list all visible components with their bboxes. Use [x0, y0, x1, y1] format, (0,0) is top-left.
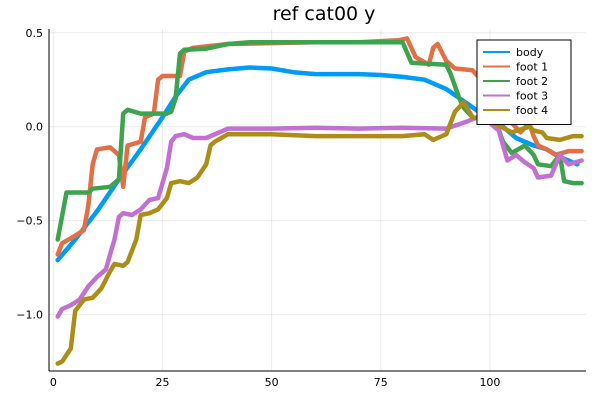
chart-title: ref cat00 y	[273, 3, 376, 25]
series-line-foot-4	[55, 100, 584, 366]
legend-label-foot-2: foot 2	[516, 75, 548, 88]
x-tick-label: 0	[50, 376, 57, 389]
x-tick-label: 75	[374, 376, 388, 389]
legend-label-foot-3: foot 3	[516, 90, 548, 103]
legend-label-body: body	[516, 46, 544, 59]
y-tick-label: 0.0	[26, 121, 44, 134]
legend-label-foot-1: foot 1	[516, 61, 548, 74]
legend-label-foot-4: foot 4	[516, 104, 548, 117]
series-line-foot-3	[55, 115, 584, 319]
y-tick-label: 0.5	[26, 27, 44, 40]
x-tick-label: 25	[156, 376, 170, 389]
x-tick-label: 50	[265, 376, 279, 389]
axes: 0 25 50 75 100 −1.0 −0.5 0.0 0.5	[16, 27, 586, 389]
x-tick-label: 100	[479, 376, 500, 389]
series-group	[55, 36, 584, 366]
series-line-foot-2	[55, 39, 584, 242]
y-tick-label: −0.5	[16, 215, 43, 228]
y-tick-label: −1.0	[16, 309, 43, 322]
